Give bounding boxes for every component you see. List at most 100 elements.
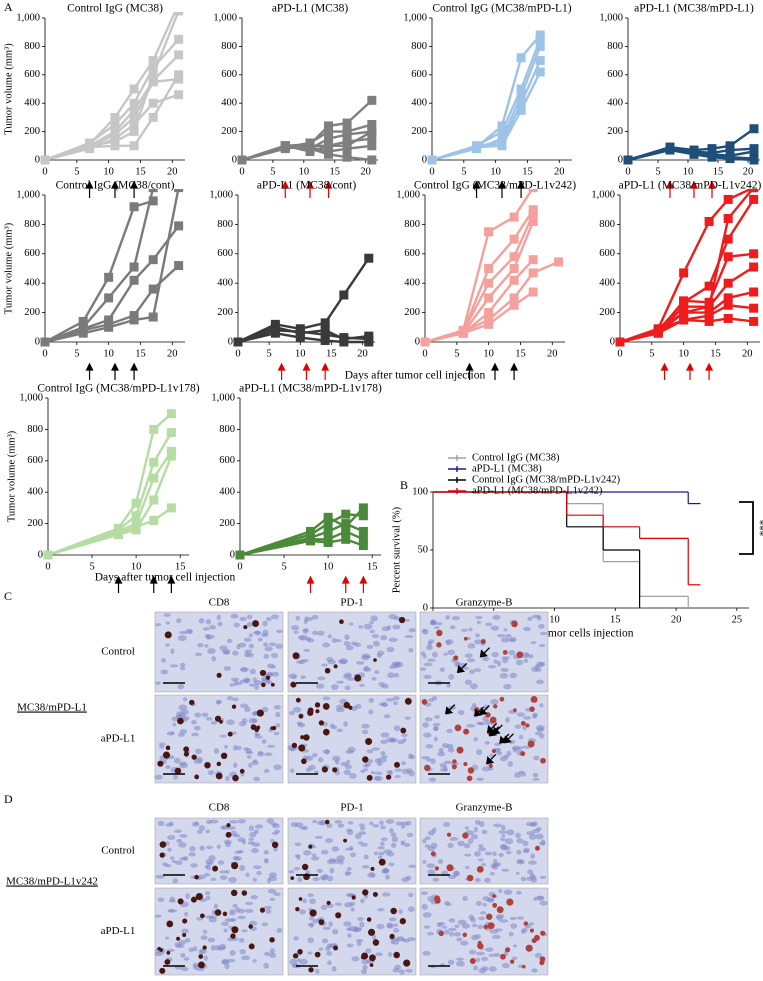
x-tick-label: 15 [522, 166, 533, 177]
micrograph-bg [419, 611, 549, 693]
nucleus [288, 673, 298, 679]
nucleus [404, 716, 411, 720]
stained-cell [300, 735, 305, 740]
treatment-arrow [660, 362, 669, 380]
nucleus [364, 655, 371, 659]
nucleus [334, 902, 342, 906]
data-marker [324, 134, 334, 144]
x-tick-label: 10 [103, 348, 114, 359]
nucleus [377, 846, 385, 850]
nucleus [233, 762, 238, 769]
nucleus [240, 667, 248, 671]
nucleus [377, 650, 385, 656]
nucleus [360, 898, 365, 904]
stained-cell [199, 913, 205, 919]
x-tick-label: 15 [515, 348, 526, 359]
treatment-arrow [517, 180, 526, 198]
nucleus [265, 908, 272, 914]
nucleus [372, 934, 377, 941]
nucleus [464, 826, 470, 830]
x-tick-label: 20 [547, 348, 558, 359]
nucleus [496, 915, 503, 921]
nucleus [184, 911, 189, 917]
nucleus [261, 739, 267, 744]
nucleus [236, 745, 242, 751]
nucleus [522, 840, 529, 847]
stained-cell [454, 724, 462, 732]
nucleus [169, 664, 179, 668]
data-marker [723, 252, 733, 262]
stained-cell [182, 932, 187, 937]
data-marker [129, 275, 139, 285]
stained-cell [157, 760, 164, 767]
nucleus [531, 821, 538, 827]
nucleus [388, 665, 397, 669]
nucleus [428, 777, 437, 782]
nucleus [232, 697, 239, 702]
x-tick-label: 15 [135, 166, 146, 177]
treatment-arrow [491, 362, 499, 380]
nucleus [179, 857, 187, 861]
nucleus [506, 750, 512, 757]
stained-cell [241, 890, 248, 896]
nucleus [177, 684, 185, 690]
data-marker [528, 189, 538, 193]
nucleus [536, 679, 545, 685]
nucleus [318, 947, 324, 951]
stained-cell [176, 936, 181, 941]
nucleus [406, 832, 414, 838]
stained-cell [463, 636, 468, 641]
nucleus [509, 636, 517, 643]
stained-cell [159, 841, 167, 848]
nucleus [490, 698, 499, 705]
nucleus [300, 675, 306, 680]
data-marker [484, 227, 494, 237]
nucleus [385, 819, 395, 824]
data-marker [104, 272, 114, 282]
x-tick-label: 10 [299, 166, 310, 177]
nucleus [522, 716, 532, 720]
y-tick-label: 400 [24, 278, 40, 289]
nucleus [400, 821, 409, 826]
y-tick-label: 200 [599, 307, 615, 318]
nucleus [373, 775, 383, 782]
nucleus [371, 747, 381, 751]
nucleus [516, 859, 525, 865]
nucleus [230, 918, 235, 922]
nucleus [244, 649, 253, 654]
nucleus [225, 775, 230, 782]
nucleus [369, 629, 375, 634]
stained-cell [162, 751, 171, 759]
panel-label: B [400, 478, 408, 492]
nucleus [243, 747, 249, 751]
nucleus [169, 856, 175, 860]
nucleus [375, 952, 383, 957]
nucleus [358, 823, 365, 828]
nucleus [338, 859, 344, 865]
nucleus [205, 864, 212, 871]
nucleus [377, 855, 383, 860]
stained-cell [462, 932, 468, 938]
nucleus [165, 841, 170, 846]
data-marker [174, 12, 184, 16]
nucleus [346, 759, 351, 764]
nucleus [237, 818, 246, 824]
data-marker [358, 511, 368, 521]
nucleus [176, 618, 182, 624]
nucleus [460, 628, 469, 632]
data-marker [323, 526, 333, 536]
stained-cell [303, 734, 310, 741]
nucleus [296, 721, 303, 726]
data-marker [323, 512, 333, 522]
nucleus [368, 759, 374, 764]
nucleus [237, 908, 245, 914]
nucleus [317, 757, 324, 763]
stained-cell [166, 951, 171, 955]
data-marker [342, 129, 352, 139]
stained-cell [362, 889, 369, 896]
nucleus [357, 917, 364, 922]
nucleus [401, 733, 408, 738]
y-tick-label: 1,000 [209, 189, 233, 200]
x-tick-label: 20 [743, 166, 754, 177]
nucleus [266, 744, 276, 748]
